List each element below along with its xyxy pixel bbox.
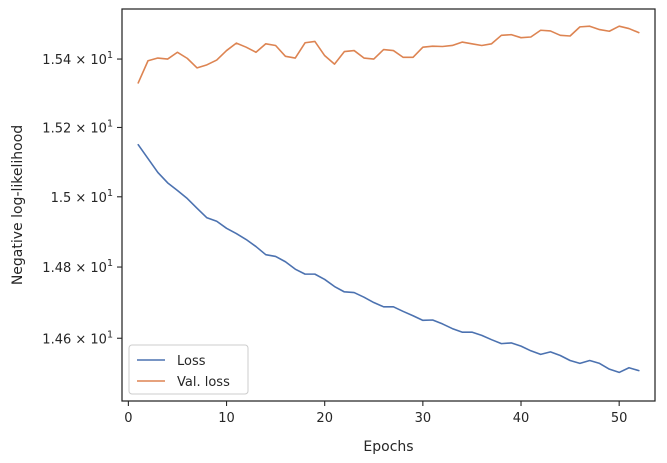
y-tick-label: 1.52 × 101 [42,118,113,136]
legend-label: Loss [177,354,206,369]
x-tick-label: 40 [513,411,530,426]
x-tick-label: 50 [611,411,628,426]
y-tick-label: 1.48 × 101 [42,258,113,276]
y-tick-label: 1.54 × 101 [42,50,113,68]
x-tick-label: 10 [218,411,235,426]
legend-label: Val. loss [177,375,230,390]
figure-background [0,0,667,463]
x-tick-label: 20 [316,411,333,426]
x-axis-label: Epochs [363,439,413,455]
y-tick-label: 1.5 × 101 [51,188,113,206]
x-tick-label: 0 [124,411,132,426]
y-axis-label: Negative log-likelihood [10,125,26,285]
x-tick-label: 30 [415,411,432,426]
line-chart: 0 10 20 30 40 50 1.46 × 101 1.48 × 101 1.5 × 10… [0,0,667,463]
y-tick-label: 1.46 × 101 [42,329,113,347]
legend: Loss Val. loss [129,345,248,394]
